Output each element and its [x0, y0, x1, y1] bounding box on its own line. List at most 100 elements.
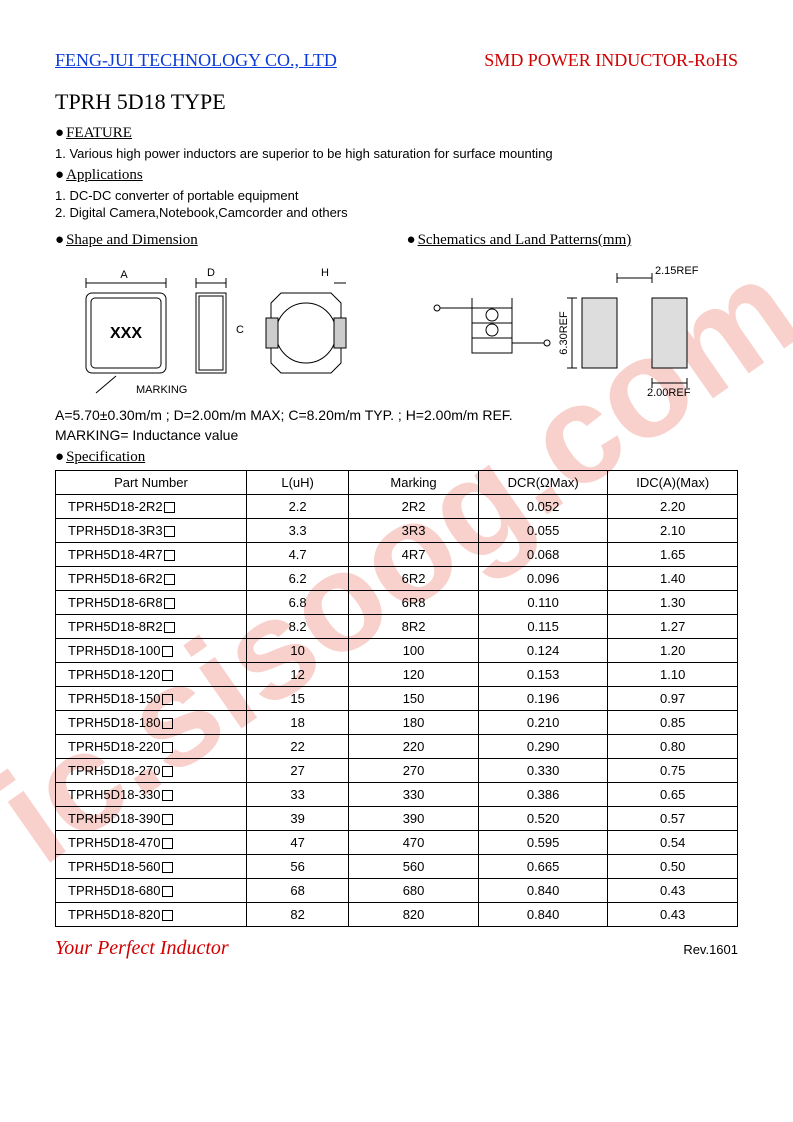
- table-cell: 270: [349, 759, 479, 783]
- suffix-box-icon: [162, 910, 173, 921]
- section-feature-heading: FEATURE: [55, 125, 738, 142]
- table-cell: 0.290: [478, 735, 608, 759]
- table-header-cell: Part Number: [56, 471, 247, 495]
- table-cell: 0.052: [478, 495, 608, 519]
- table-cell: 0.54: [608, 831, 738, 855]
- table-cell: TPRH5D18-3R3: [56, 519, 247, 543]
- table-cell: 820: [349, 903, 479, 927]
- shape-svg: A XXX MARKING D C: [61, 258, 381, 398]
- suffix-box-icon: [162, 862, 173, 873]
- suffix-box-icon: [164, 622, 175, 633]
- table-cell: 0.80: [608, 735, 738, 759]
- diagram-row: Shape and Dimension A XXX MARKING: [55, 226, 738, 403]
- suffix-box-icon: [162, 718, 173, 729]
- suffix-box-icon: [164, 598, 175, 609]
- table-row: TPRH5D18-100101000.1241.20: [56, 639, 738, 663]
- suffix-box-icon: [162, 646, 173, 657]
- marking-note: MARKING= Inductance value: [55, 427, 738, 443]
- schematic-diagram: 2.15REF 6.30REF 2.00REF: [407, 253, 739, 403]
- table-cell: 0.43: [608, 879, 738, 903]
- table-cell: 47: [246, 831, 348, 855]
- table-row: TPRH5D18-390393900.5200.57: [56, 807, 738, 831]
- table-cell: TPRH5D18-390: [56, 807, 247, 831]
- table-cell: 220: [349, 735, 479, 759]
- suffix-box-icon: [162, 670, 173, 681]
- table-row: TPRH5D18-330333300.3860.65: [56, 783, 738, 807]
- table-cell: 22: [246, 735, 348, 759]
- table-header-row: Part NumberL(uH)MarkingDCR(ΩMax)IDC(A)(M…: [56, 471, 738, 495]
- table-header-cell: Marking: [349, 471, 479, 495]
- table-cell: 15: [246, 687, 348, 711]
- table-cell: 39: [246, 807, 348, 831]
- suffix-box-icon: [164, 526, 175, 537]
- suffix-box-icon: [162, 838, 173, 849]
- table-cell: 6.8: [246, 591, 348, 615]
- table-cell: 1.10: [608, 663, 738, 687]
- table-cell: 0.386: [478, 783, 608, 807]
- table-cell: TPRH5D18-8R2: [56, 615, 247, 639]
- table-cell: 12: [246, 663, 348, 687]
- table-row: TPRH5D18-820828200.8400.43: [56, 903, 738, 927]
- section-specification-heading: Specification: [55, 449, 738, 466]
- table-row: TPRH5D18-680686800.8400.43: [56, 879, 738, 903]
- marking-xxx: XXX: [110, 325, 142, 342]
- table-cell: 0.65: [608, 783, 738, 807]
- table-cell: 0.75: [608, 759, 738, 783]
- table-cell: 0.110: [478, 591, 608, 615]
- table-cell: TPRH5D18-120: [56, 663, 247, 687]
- revision: Rev.1601: [683, 942, 738, 957]
- dim-c-label: C: [236, 324, 244, 336]
- table-cell: TPRH5D18-100: [56, 639, 247, 663]
- header-row: FENG-JUI TECHNOLOGY CO., LTD SMD POWER I…: [55, 50, 738, 71]
- table-cell: 0.840: [478, 879, 608, 903]
- dim-d-label: D: [207, 267, 215, 279]
- table-cell: 0.330: [478, 759, 608, 783]
- table-cell: TPRH5D18-6R8: [56, 591, 247, 615]
- table-cell: 0.124: [478, 639, 608, 663]
- table-cell: 0.196: [478, 687, 608, 711]
- table-cell: TPRH5D18-2R2: [56, 495, 247, 519]
- table-row: TPRH5D18-470474700.5950.54: [56, 831, 738, 855]
- table-cell: 1.40: [608, 567, 738, 591]
- table-cell: 560: [349, 855, 479, 879]
- table-cell: 0.068: [478, 543, 608, 567]
- table-cell: TPRH5D18-180: [56, 711, 247, 735]
- table-cell: 1.20: [608, 639, 738, 663]
- table-row: TPRH5D18-270272700.3300.75: [56, 759, 738, 783]
- table-cell: TPRH5D18-330: [56, 783, 247, 807]
- dim-200: 2.00REF: [647, 387, 691, 398]
- shape-dimension-block: Shape and Dimension A XXX MARKING: [55, 226, 387, 403]
- table-cell: 8.2: [246, 615, 348, 639]
- table-row: TPRH5D18-4R74.74R70.0681.65: [56, 543, 738, 567]
- table-cell: 0.50: [608, 855, 738, 879]
- table-cell: TPRH5D18-150: [56, 687, 247, 711]
- table-cell: 120: [349, 663, 479, 687]
- suffix-box-icon: [162, 694, 173, 705]
- table-cell: 6R8: [349, 591, 479, 615]
- table-cell: 0.520: [478, 807, 608, 831]
- table-cell: 0.43: [608, 903, 738, 927]
- table-cell: 0.096: [478, 567, 608, 591]
- page-content: FENG-JUI TECHNOLOGY CO., LTD SMD POWER I…: [0, 0, 793, 990]
- suffix-box-icon: [162, 790, 173, 801]
- suffix-box-icon: [164, 550, 175, 561]
- table-cell: 1.30: [608, 591, 738, 615]
- application-item: 2. Digital Camera,Notebook,Camcorder and…: [55, 205, 738, 220]
- application-item: 1. DC-DC converter of portable equipment: [55, 188, 738, 203]
- section-schematics-heading: Schematics and Land Patterns(mm): [407, 232, 739, 249]
- schematic-svg: 2.15REF 6.30REF 2.00REF: [422, 258, 722, 398]
- table-cell: 150: [349, 687, 479, 711]
- table-header-cell: DCR(ΩMax): [478, 471, 608, 495]
- table-cell: 2R2: [349, 495, 479, 519]
- table-cell: 680: [349, 879, 479, 903]
- table-row: TPRH5D18-6R86.86R80.1101.30: [56, 591, 738, 615]
- table-cell: 4R7: [349, 543, 479, 567]
- suffix-box-icon: [162, 886, 173, 897]
- table-cell: 0.840: [478, 903, 608, 927]
- table-row: TPRH5D18-3R33.33R30.0552.10: [56, 519, 738, 543]
- suffix-box-icon: [164, 502, 175, 513]
- section-shape-heading: Shape and Dimension: [55, 232, 387, 249]
- table-cell: 390: [349, 807, 479, 831]
- table-cell: 56: [246, 855, 348, 879]
- specification-table: Part NumberL(uH)MarkingDCR(ΩMax)IDC(A)(M…: [55, 470, 738, 927]
